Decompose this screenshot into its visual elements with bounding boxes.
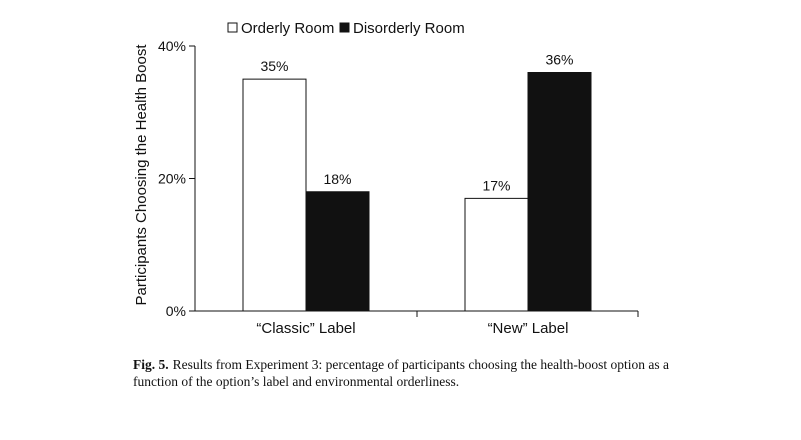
data-label: 36% xyxy=(545,52,573,68)
caption-text: Results from Experiment 3: percentage of… xyxy=(133,357,669,389)
data-label: 18% xyxy=(323,171,351,187)
bar-chart: Orderly Room Disorderly Room Participants… xyxy=(133,20,639,337)
legend: Orderly Room Disorderly Room xyxy=(227,20,465,37)
bar-orderly xyxy=(464,197,529,312)
legend-swatch-orderly xyxy=(227,22,238,33)
data-label: 35% xyxy=(260,58,288,74)
bar-disorderly xyxy=(305,191,370,312)
y-tick-label: 0% xyxy=(166,303,186,319)
legend-label: Orderly Room xyxy=(241,20,334,37)
y-tick-label: 40% xyxy=(158,38,186,54)
data-label: 17% xyxy=(482,177,510,193)
legend-label: Disorderly Room xyxy=(353,20,465,37)
bar-disorderly xyxy=(527,72,592,312)
y-tick-label: 20% xyxy=(158,171,186,187)
figure-label: Fig. 5. xyxy=(133,357,169,372)
bars: 35% 18% 17% 36% xyxy=(242,52,592,312)
x-tick-label: “Classic” Label xyxy=(256,320,355,337)
x-tick-label: “New” Label xyxy=(488,320,569,337)
legend-swatch-disorderly xyxy=(339,22,350,33)
figure-caption: Fig. 5. Results from Experiment 3: percen… xyxy=(133,356,693,390)
bar-orderly xyxy=(242,78,307,312)
y-axis-label: Participants Choosing the Health Boost xyxy=(133,44,150,306)
